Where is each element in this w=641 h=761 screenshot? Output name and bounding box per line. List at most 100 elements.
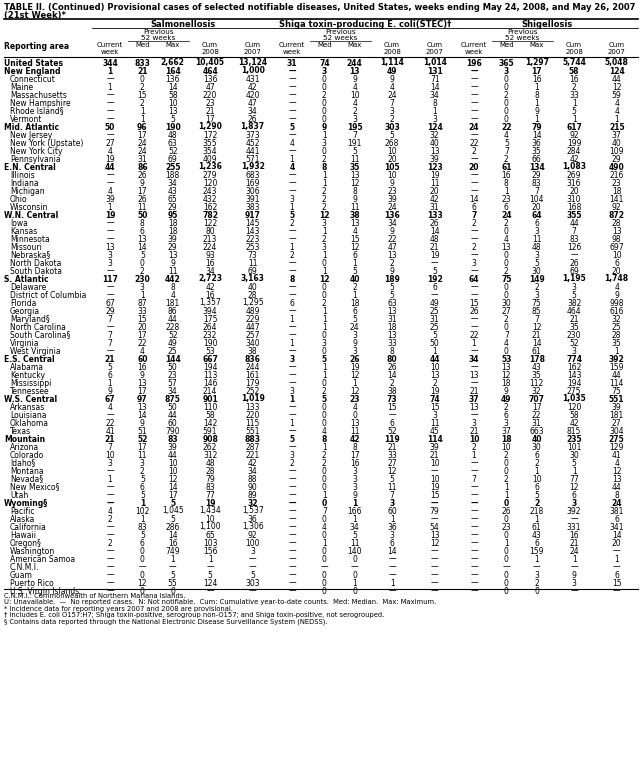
Text: 0: 0 [140,555,145,563]
Text: 87: 87 [138,298,147,307]
Text: 2: 2 [535,578,539,587]
Text: 43: 43 [532,530,542,540]
Text: 1,932: 1,932 [241,163,265,171]
Text: 11: 11 [248,259,258,268]
Text: 8: 8 [322,435,327,444]
Text: 3: 3 [290,195,294,203]
Text: 19: 19 [105,211,115,219]
Text: 45: 45 [430,426,440,435]
Text: 38: 38 [387,387,397,396]
Text: 0: 0 [322,107,327,116]
Text: 5: 5 [171,514,175,524]
Text: 4: 4 [353,227,357,235]
Text: 141: 141 [610,195,624,203]
Text: 15: 15 [350,234,360,244]
Text: —: — [106,179,114,187]
Text: 8: 8 [432,98,437,107]
Text: 917: 917 [245,211,261,219]
Text: Med: Med [499,42,513,48]
Text: Wisconsin: Wisconsin [10,202,48,212]
Text: 3: 3 [140,458,145,467]
Text: Current
week: Current week [97,42,123,55]
Text: 7: 7 [504,147,509,155]
Text: 1: 1 [108,66,113,75]
Text: 40: 40 [612,139,622,148]
Text: 18: 18 [168,218,178,228]
Text: Nevada§: Nevada§ [10,475,43,483]
Text: 191: 191 [347,139,362,148]
Text: Puerto Rico: Puerto Rico [10,578,54,587]
Text: 44: 44 [168,451,178,460]
Text: 1,083: 1,083 [562,163,586,171]
Text: § Contains data reported through the National Electronic Disease Surveillance Sy: § Contains data reported through the Nat… [4,619,328,625]
Text: 67: 67 [104,394,115,403]
Text: 113: 113 [203,371,217,380]
Text: 44: 44 [612,371,622,380]
Text: 1: 1 [572,466,576,476]
Text: 1,045: 1,045 [162,507,183,515]
Text: 833: 833 [135,59,150,68]
Text: 1: 1 [572,114,576,123]
Text: Michigan: Michigan [10,186,45,196]
Text: 92: 92 [569,130,579,139]
Text: —: — [288,578,296,587]
Text: 25: 25 [430,323,440,332]
Text: —: — [470,378,478,387]
Text: 3: 3 [390,498,395,508]
Text: 124: 124 [609,66,624,75]
Text: 39: 39 [168,442,178,451]
Text: 2,662: 2,662 [161,59,185,68]
Text: Missouri: Missouri [10,243,42,251]
Text: —: — [106,571,114,579]
Text: 0: 0 [322,259,327,268]
Text: 0: 0 [353,555,357,563]
Text: * Incidence data for reporting years 2007 and 2008 are provisional.: * Incidence data for reporting years 200… [4,606,233,612]
Text: —: — [288,362,296,371]
Text: 420: 420 [246,91,260,100]
Text: 30: 30 [532,442,542,451]
Text: —: — [249,555,256,563]
Text: 129: 129 [610,442,624,451]
Text: —: — [288,91,296,100]
Text: 156: 156 [203,546,217,556]
Text: New England: New England [4,66,60,75]
Text: 17: 17 [138,330,147,339]
Text: 683: 683 [246,170,260,180]
Text: 34: 34 [168,387,178,396]
Text: New Jersey: New Jersey [10,130,53,139]
Text: 355: 355 [567,211,582,219]
Text: 3: 3 [472,419,476,428]
Text: Delaware: Delaware [10,282,46,291]
Text: 9: 9 [390,227,395,235]
Text: 3: 3 [504,419,509,428]
Text: 136: 136 [165,75,180,84]
Text: 162: 162 [567,362,581,371]
Text: 1: 1 [322,491,327,499]
Text: 220: 220 [246,410,260,419]
Text: —: — [288,571,296,579]
Text: Illinois: Illinois [10,170,35,180]
Text: 149: 149 [529,275,545,284]
Text: 4: 4 [290,139,294,148]
Text: 394: 394 [203,307,217,316]
Text: —: — [470,323,478,332]
Text: 1: 1 [353,291,357,300]
Text: —: — [570,587,578,596]
Text: 8: 8 [322,163,327,171]
Text: —: — [470,282,478,291]
Text: 80: 80 [205,227,215,235]
Text: 0: 0 [504,82,509,91]
Text: 142: 142 [203,419,217,428]
Text: 3: 3 [390,107,395,116]
Text: 2: 2 [390,378,394,387]
Text: —: — [288,498,296,508]
Text: 6: 6 [140,227,145,235]
Text: 232: 232 [203,330,217,339]
Text: 21: 21 [532,330,542,339]
Text: 25: 25 [612,323,622,332]
Text: —: — [388,562,396,572]
Text: 382: 382 [567,298,581,307]
Text: 79: 79 [430,507,440,515]
Text: Salmonellosis: Salmonellosis [151,20,215,29]
Text: 12: 12 [532,323,542,332]
